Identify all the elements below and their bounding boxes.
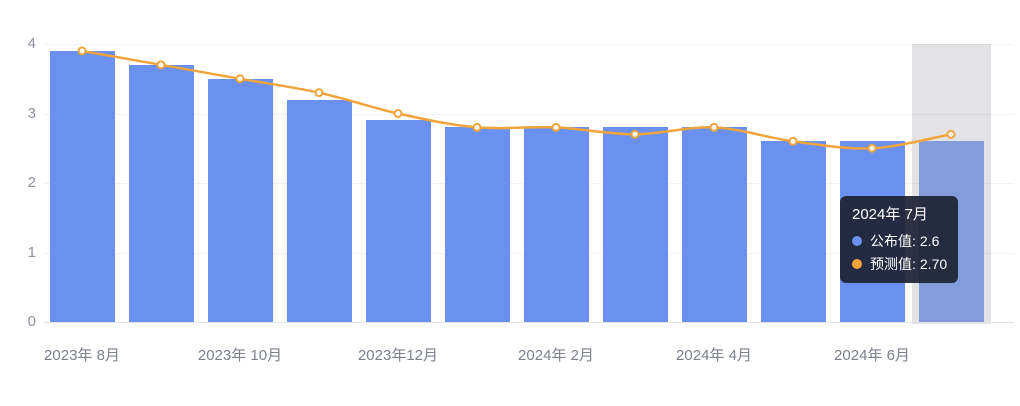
chart-bar-2023年11月[interactable] — [286, 99, 352, 322]
x-axis-label: 2023年 10月 — [197, 347, 283, 364]
tooltip: 2024年 7月 公布值: 2.6 预测值: 2.70 — [840, 196, 958, 283]
y-axis-label: 3 — [27, 104, 36, 122]
published-series-dot-icon — [852, 236, 862, 246]
line-point-2023年11月[interactable] — [314, 88, 324, 98]
chart-bar-2024年3月[interactable] — [602, 127, 668, 322]
y-axis-label: 4 — [27, 35, 36, 52]
tooltip-title: 2024年 7月 — [852, 206, 928, 223]
line-point-2023年12月[interactable] — [393, 109, 403, 118]
tooltip-row-value: 2.70 — [919, 256, 948, 272]
x-axis-label: 2024年 2月 — [518, 347, 594, 364]
grid-line — [44, 44, 1014, 45]
chart-bar-2024年1月[interactable] — [444, 127, 510, 322]
y-axis-label: 0 — [27, 313, 36, 330]
chart-bar-2023年10月[interactable] — [207, 78, 273, 322]
x-axis-label: 2023年12月 — [357, 347, 439, 364]
tooltip-row-label: 预测值: — [870, 256, 916, 272]
y-axis-label: 1 — [27, 243, 36, 261]
tooltip-row-published: 公布值: 2.6 — [852, 232, 946, 250]
grid-line — [44, 322, 1014, 323]
chart-bar-2023年12月[interactable] — [365, 120, 431, 322]
x-axis-label: 2023年 8月 — [44, 347, 120, 364]
x-axis-label: 2024年 4月 — [676, 347, 752, 364]
chart-bar-2023年8月[interactable] — [49, 50, 115, 322]
forecast-series-dot-icon — [852, 259, 862, 269]
x-axis-label: 2024年 6月 — [834, 347, 910, 364]
tooltip-row-value: 2.6 — [919, 233, 940, 249]
chart-bar-2023年9月[interactable] — [128, 64, 194, 322]
y-axis-label: 2 — [27, 174, 36, 191]
chart-bar-2024年4月[interactable] — [681, 127, 747, 322]
tooltip-row-label: 公布值: — [870, 233, 916, 249]
tooltip-row-forecast: 预测值: 2.70 — [852, 255, 948, 273]
chart-bar-2024年2月[interactable] — [523, 127, 589, 322]
line-point-2024年7月[interactable] — [946, 129, 956, 139]
chart-bar-2024年5月[interactable] — [760, 141, 826, 322]
